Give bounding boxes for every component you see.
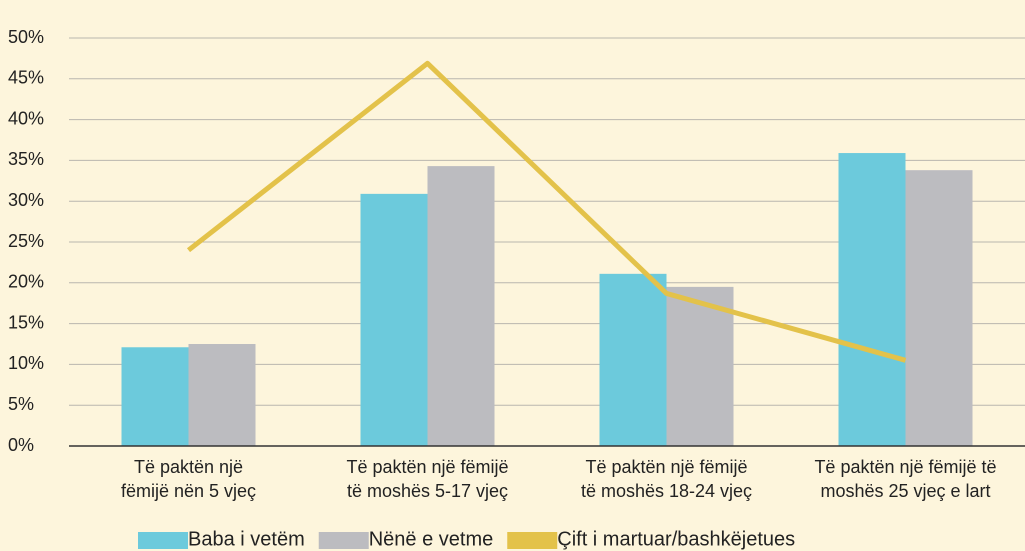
bar bbox=[188, 344, 256, 446]
bar bbox=[599, 273, 667, 446]
legend-label: Çift i martuar/bashkëjetues bbox=[557, 528, 795, 550]
y-tick-label: 35% bbox=[8, 149, 44, 169]
y-tick-label: 30% bbox=[8, 190, 44, 210]
bar bbox=[666, 286, 734, 446]
bar bbox=[905, 170, 973, 446]
x-tick-label: Të paktën një fëmijë nën 5 vjeç bbox=[121, 457, 256, 501]
bar bbox=[121, 347, 189, 446]
bar bbox=[427, 166, 495, 446]
y-tick-label: 40% bbox=[8, 108, 44, 128]
bar bbox=[360, 193, 428, 446]
y-tick-label: 50% bbox=[8, 27, 44, 47]
bar bbox=[838, 153, 906, 446]
y-tick-label: 5% bbox=[8, 394, 34, 414]
x-tick-label: Të paktën një fëmijë të moshës 5-17 vjeç bbox=[346, 457, 508, 501]
legend-label: Baba i vetëm bbox=[188, 528, 305, 550]
x-tick-label: Të paktën një fëmijë të moshës 25 vjeç e … bbox=[814, 457, 996, 501]
y-tick-label: 10% bbox=[8, 353, 44, 373]
y-tick-label: 25% bbox=[8, 231, 44, 251]
x-tick-label: Të paktën një fëmijë të moshës 18-24 vjeç bbox=[581, 457, 752, 501]
y-tick-label: 0% bbox=[8, 435, 34, 455]
y-tick-label: 45% bbox=[8, 68, 44, 88]
legend-swatch bbox=[507, 532, 558, 549]
legend-label: Nënë e vetme bbox=[369, 528, 494, 550]
y-tick-label: 20% bbox=[8, 272, 44, 292]
legend-swatch bbox=[318, 532, 369, 549]
legend-swatch bbox=[138, 532, 188, 549]
line-series bbox=[186, 60, 907, 363]
y-tick-label: 15% bbox=[8, 312, 44, 332]
